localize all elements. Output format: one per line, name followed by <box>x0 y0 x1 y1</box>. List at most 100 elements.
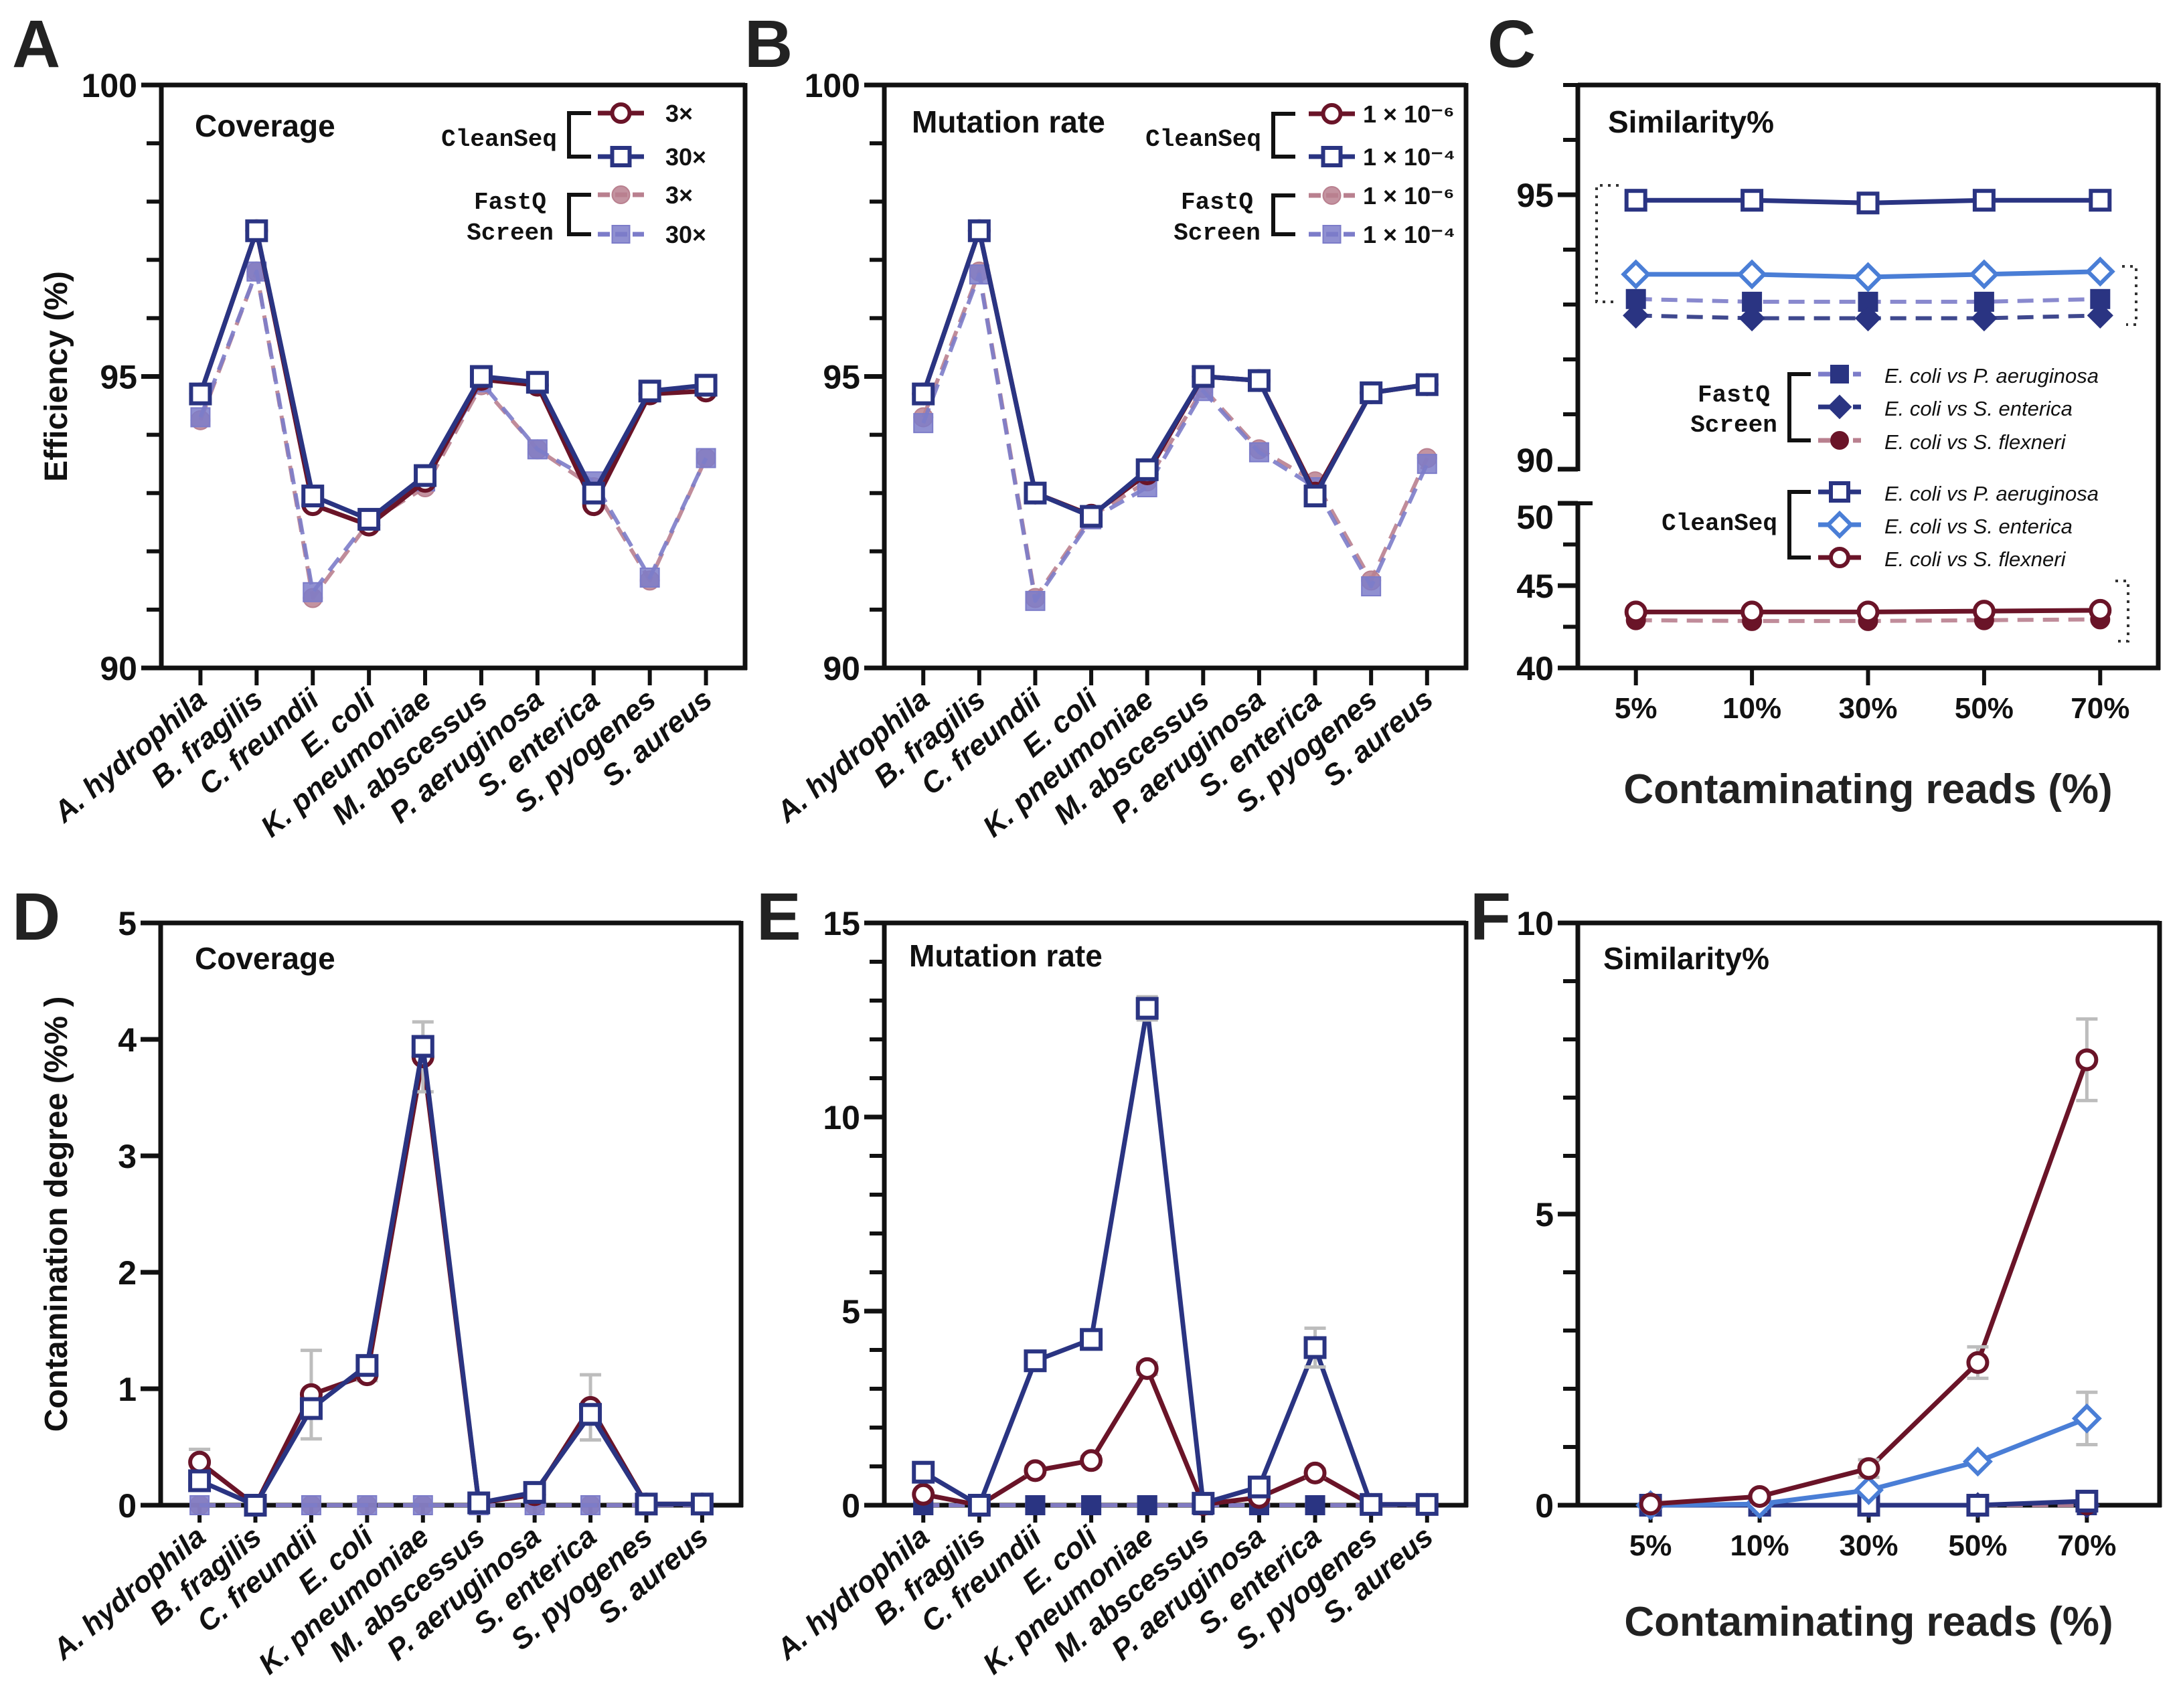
data-point-square-marker <box>1303 485 1327 508</box>
data-point-square-marker <box>1360 1492 1383 1516</box>
y-tick-label: 0 <box>841 1487 860 1525</box>
data-point-square-marker <box>696 448 716 468</box>
data-point-square-marker <box>525 371 549 394</box>
legend-label: E. coli vs S. enterica <box>1884 397 2073 420</box>
data-point-circle-marker <box>1856 600 1880 624</box>
data-point-square-marker <box>1024 481 1047 505</box>
x-tick-label: 10% <box>1730 1529 1789 1562</box>
data-point-square-marker <box>638 379 661 403</box>
data-point-square-marker <box>190 407 211 428</box>
data-point-circle-marker <box>2089 598 2112 622</box>
data-point-square-marker <box>467 1491 491 1515</box>
series-cleanseq-3 <box>912 995 1439 1517</box>
series-line <box>198 1043 702 1508</box>
legend-circle-marker <box>1829 547 1850 568</box>
data-point-circle-marker <box>1135 1357 1159 1380</box>
data-point-diamond-marker <box>1971 305 1998 332</box>
data-point-square-marker <box>639 567 660 588</box>
plot-title: Mutation rate <box>912 104 1105 139</box>
y-tick-label: 50 <box>1516 499 1554 536</box>
legend-circle-marker <box>1322 186 1342 205</box>
data-point-square-marker <box>912 382 935 406</box>
data-point-square-marker <box>1361 576 1382 597</box>
legend-square-marker <box>1322 225 1342 244</box>
y-tick-label: 40 <box>1516 650 1554 687</box>
legend-square-marker <box>610 146 632 167</box>
legend-label: E. coli vs S. enterica <box>1884 515 2073 538</box>
data-point-circle-marker <box>1857 1457 1880 1480</box>
data-point-diamond-marker <box>1623 302 1649 329</box>
series-cleanseq-5 <box>1624 598 2112 624</box>
plot-title: Coverage <box>195 108 335 143</box>
data-point-square-marker <box>1080 1328 1103 1351</box>
panel-letter: E <box>756 879 801 954</box>
data-point-square-marker <box>1024 1349 1047 1373</box>
panel-letter: C <box>1487 7 1536 82</box>
y-tick-label: 0 <box>118 1487 137 1525</box>
series-cleanseq-2 <box>912 1357 1439 1517</box>
x-axis-label: Contaminating reads (%) <box>1623 766 2112 813</box>
legend-group-label: FastQ <box>1181 189 1253 216</box>
series-line <box>922 1006 1427 1508</box>
plot-title: Similarity% <box>1608 104 1774 139</box>
data-point-diamond-marker <box>1969 259 2000 290</box>
x-axis-label: Contaminating reads (%) <box>1624 1599 2113 1645</box>
data-point-square-marker <box>188 1469 212 1492</box>
data-point-square-marker <box>690 1492 714 1516</box>
data-point-diamond-marker <box>2071 1403 2102 1434</box>
data-point-square-marker <box>1247 369 1271 392</box>
y-tick-label: 5 <box>118 905 137 942</box>
plot-title: Coverage <box>195 941 335 976</box>
y-axis-label: Contamination degree (%% ) <box>39 997 74 1432</box>
legend-square-marker <box>1321 146 1343 167</box>
series-fastq-screen-0 <box>1625 288 2111 312</box>
panel-letter: F <box>1470 879 1511 954</box>
series-fastq-screen-1 <box>1623 302 2113 332</box>
data-point-diamond-marker <box>1962 1446 1993 1477</box>
series-cleanseq-3 <box>1624 189 2112 215</box>
data-point-square-marker <box>1135 458 1159 481</box>
y-tick-label: 10 <box>1516 905 1554 942</box>
legend-group-label: CleanSeq <box>1662 510 1777 537</box>
y-tick-label: 4 <box>118 1021 137 1059</box>
data-point-diamond-marker <box>1853 262 1883 292</box>
legend-label: E. coli vs P. aeruginosa <box>1884 364 2099 388</box>
data-point-square-marker <box>301 1495 321 1515</box>
data-point-square-marker <box>189 1495 210 1515</box>
series-cleanseq-3 <box>188 1035 714 1517</box>
legend: CleanSeq 1 × 10⁻⁶ 1 × 10⁻⁴ FastQ Screen 1 × 1… <box>1145 100 1455 248</box>
series-line <box>198 228 706 522</box>
legend-bracket <box>1271 193 1295 236</box>
legend-group-label: Screen <box>1174 220 1261 247</box>
data-point-square-marker <box>2089 189 2112 212</box>
x-tick-label: 5% <box>1629 1529 1672 1562</box>
data-point-circle-marker <box>1972 600 1996 623</box>
data-point-circle-marker <box>1024 1459 1047 1482</box>
data-point-circle-marker <box>1741 600 1764 624</box>
data-point-square-marker <box>1624 189 1647 212</box>
legend-label: 30× <box>665 221 706 248</box>
data-point-square-marker <box>303 582 323 602</box>
y-tick-label: 95 <box>823 359 860 396</box>
data-point-square-marker <box>1248 442 1269 462</box>
y-tick-label: 100 <box>82 67 137 104</box>
data-point-square-marker <box>1972 189 1996 212</box>
data-point-square-marker <box>245 219 268 242</box>
data-point-circle-marker <box>912 1482 935 1506</box>
y-tick-label: 2 <box>118 1254 137 1292</box>
x-tick-label: 50% <box>1955 692 2014 725</box>
data-point-square-marker <box>1025 590 1046 611</box>
legend-bracket <box>1787 490 1811 560</box>
dotted-bracket <box>1595 184 1619 303</box>
data-point-square-marker <box>1247 1475 1271 1499</box>
legend-label: 1 × 10⁻⁴ <box>1363 143 1455 171</box>
x-tick-label: 30% <box>1838 692 1897 725</box>
series-line <box>922 1366 1427 1508</box>
data-point-square-marker <box>357 507 381 531</box>
data-point-square-marker <box>1192 1492 1215 1515</box>
data-point-square-marker <box>355 1354 379 1377</box>
legend-square-marker <box>1829 481 1850 503</box>
